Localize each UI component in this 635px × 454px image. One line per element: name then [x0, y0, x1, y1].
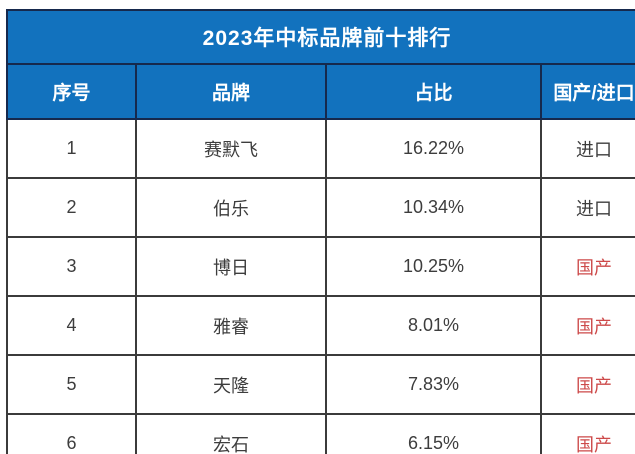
cell-origin: 国产	[539, 413, 635, 454]
ranking-table: 2023年中标品牌前十排行 序号 品牌 占比 国产/进口 1 赛默飞 16.22…	[5, 9, 635, 454]
table-title-row: 2023年中标品牌前十排行	[5, 9, 635, 65]
cell-origin: 进口	[539, 118, 635, 179]
table-row: 1 赛默飞 16.22% 进口	[6, 118, 635, 179]
cell-rank: 4	[6, 295, 137, 356]
cell-share: 8.01%	[325, 295, 542, 356]
table-header-row: 序号 品牌 占比 国产/进口	[6, 63, 635, 120]
cell-brand: 宏石	[135, 413, 327, 454]
table-title: 2023年中标品牌前十排行	[5, 9, 635, 65]
cell-share: 6.15%	[325, 413, 542, 454]
cell-rank: 3	[6, 236, 137, 297]
table-row: 6 宏石 6.15% 国产	[6, 413, 635, 454]
table-row: 3 博日 10.25% 国产	[6, 236, 635, 297]
cell-brand: 伯乐	[135, 177, 327, 238]
cell-rank: 6	[6, 413, 137, 454]
column-header-rank: 序号	[6, 63, 137, 120]
cell-rank: 5	[6, 354, 137, 415]
cell-share: 10.25%	[325, 236, 542, 297]
cell-rank: 1	[6, 118, 137, 179]
cell-share: 10.34%	[325, 177, 542, 238]
table-row: 2 伯乐 10.34% 进口	[6, 177, 635, 238]
table-row: 4 雅睿 8.01% 国产	[6, 295, 635, 356]
column-header-brand: 品牌	[135, 63, 327, 120]
cell-origin: 国产	[539, 295, 635, 356]
cell-brand: 天隆	[135, 354, 327, 415]
table-row: 5 天隆 7.83% 国产	[6, 354, 635, 415]
column-header-share: 占比	[325, 63, 542, 120]
cell-origin: 进口	[539, 177, 635, 238]
column-header-origin: 国产/进口	[539, 63, 635, 120]
cell-brand: 雅睿	[135, 295, 327, 356]
cell-brand: 赛默飞	[135, 118, 327, 179]
cell-origin: 国产	[539, 354, 635, 415]
cell-origin: 国产	[539, 236, 635, 297]
cell-rank: 2	[6, 177, 137, 238]
cell-share: 7.83%	[325, 354, 542, 415]
cell-share: 16.22%	[325, 118, 542, 179]
cell-brand: 博日	[135, 236, 327, 297]
